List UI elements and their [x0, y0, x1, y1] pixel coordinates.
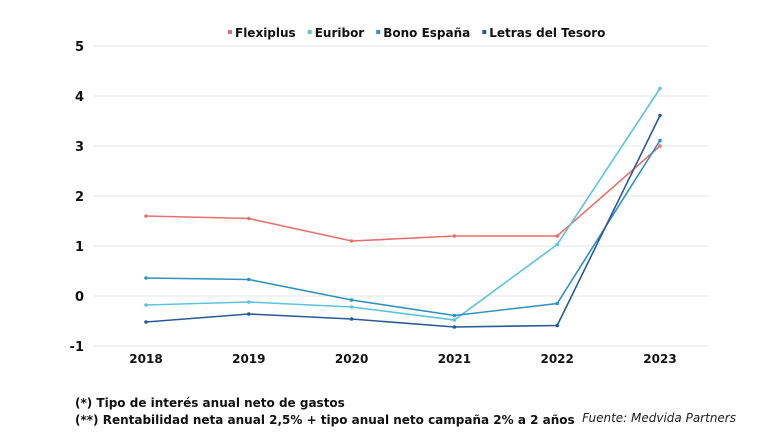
- legend-label: Bono España: [383, 26, 470, 40]
- y-tick-label: -1: [70, 340, 84, 355]
- footnote-1: (*) Tipo de interés anual neto de gastos: [75, 396, 345, 410]
- y-tick-label: 0: [75, 290, 84, 305]
- y-tick-label: 4: [75, 90, 84, 105]
- data-point: [658, 138, 662, 143]
- x-tick-label: 2021: [438, 352, 471, 366]
- source-note: Fuente: Medvida Partners: [582, 411, 736, 425]
- data-point: [247, 277, 251, 282]
- data-point: [349, 317, 354, 321]
- x-tick-label: 2022: [540, 352, 573, 366]
- x-tick-label: 2018: [129, 352, 162, 366]
- data-point: [349, 298, 354, 302]
- data-point: [452, 234, 457, 238]
- data-point: [555, 242, 559, 247]
- data-point: [247, 216, 251, 221]
- legend-marker: [307, 30, 312, 34]
- x-tick-label: 2023: [643, 352, 676, 366]
- legend-marker: [482, 30, 487, 34]
- x-tick-label: 2020: [335, 352, 368, 366]
- y-tick-label: 3: [75, 140, 84, 155]
- data-point: [349, 305, 354, 309]
- data-point: [452, 325, 457, 329]
- legend-marker: [228, 30, 232, 34]
- series-line: [145, 140, 661, 317]
- x-tick-label: 2019: [232, 352, 265, 366]
- footnote-2: (**) Rentabilidad neta anual 2,5% + tipo…: [75, 413, 575, 427]
- series-line: [145, 88, 661, 321]
- data-point: [247, 312, 251, 316]
- y-tick-label: 2: [75, 190, 84, 205]
- legend-marker: [376, 30, 381, 34]
- data-point: [555, 301, 559, 306]
- y-tick-label: 1: [75, 240, 84, 255]
- legend-label: Euribor: [315, 26, 365, 40]
- y-tick-label: 5: [75, 40, 84, 55]
- legend-label: Letras del Tesoro: [489, 26, 605, 40]
- series-line: [145, 145, 661, 242]
- data-point: [349, 239, 354, 243]
- data-point: [555, 323, 559, 328]
- data-point: [658, 86, 662, 91]
- data-point: [555, 234, 559, 238]
- data-point: [247, 300, 251, 304]
- legend-label: Flexiplus: [235, 26, 296, 40]
- data-point: [144, 214, 148, 218]
- series-line: [145, 115, 661, 328]
- data-point: [144, 276, 148, 280]
- data-point: [452, 313, 457, 318]
- data-point: [144, 303, 148, 307]
- data-point: [144, 320, 148, 324]
- data-point: [658, 144, 662, 148]
- data-point: [658, 113, 662, 118]
- data-point: [452, 318, 457, 322]
